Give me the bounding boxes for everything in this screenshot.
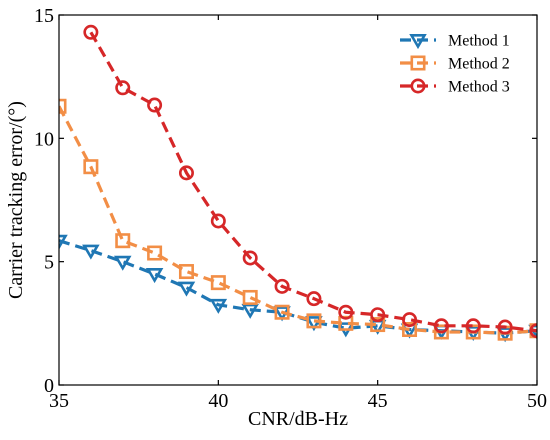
- series-2-point: [370, 317, 386, 333]
- y-tick-label: 5: [44, 252, 54, 274]
- series-1-point: [209, 298, 228, 314]
- series-1-point: [145, 268, 164, 284]
- series-3-point: [210, 213, 226, 229]
- legend-marker: [410, 55, 426, 71]
- series-1-point: [113, 255, 132, 271]
- series-3-point: [402, 312, 418, 328]
- x-tick-label: 35: [49, 390, 69, 412]
- series-2-point: [465, 324, 481, 340]
- series-3-point: [274, 278, 290, 294]
- series-3-point: [115, 80, 131, 96]
- series-3-point: [433, 318, 449, 334]
- legend-label: Method 1: [448, 33, 510, 50]
- series-3-point: [370, 307, 386, 323]
- series-2-point: [306, 313, 322, 329]
- series-2: [59, 98, 537, 341]
- series-1-point: [82, 244, 100, 260]
- series-2-point: [147, 245, 163, 261]
- x-tick-label: 45: [368, 390, 388, 412]
- series-3-point: [178, 165, 194, 181]
- legend-entry: Method 1: [400, 33, 510, 50]
- y-tick-label: 10: [34, 128, 54, 150]
- series-1-point: [305, 316, 323, 332]
- series-2-point: [210, 275, 226, 291]
- legend-label: Method 2: [448, 56, 510, 73]
- series-2-point: [338, 315, 354, 331]
- series-2-point: [433, 324, 449, 340]
- series-3-point: [497, 319, 513, 335]
- legend-entry: Method 2: [400, 55, 510, 73]
- y-tick-label: 0: [44, 375, 54, 397]
- series-3-line: [89, 31, 537, 333]
- y-tick-label: 15: [34, 5, 54, 27]
- axes-frame: [58, 14, 538, 386]
- series-1: [59, 234, 537, 343]
- x-axis-label: CNR/dB-Hz: [248, 408, 348, 430]
- legend-marker: [410, 78, 426, 94]
- series-2-point: [274, 304, 290, 320]
- series-2-point: [83, 159, 99, 175]
- x-tick-label: 40: [208, 390, 228, 412]
- series-2-point: [115, 233, 131, 249]
- plot-border: [58, 14, 538, 386]
- series-3-point: [465, 318, 481, 334]
- series-2-point: [242, 289, 258, 305]
- series-3-point: [242, 250, 258, 266]
- series-1-line: [59, 239, 537, 335]
- series-2-point: [59, 98, 67, 114]
- series-3-point: [83, 24, 99, 40]
- series-3-point: [306, 291, 322, 307]
- y-axis-label: Carrier tracking error/(°): [5, 101, 27, 299]
- legend-entry: Method 3: [400, 79, 510, 96]
- series-2-point: [178, 264, 194, 280]
- series-2-point: [402, 321, 418, 337]
- series-3-point: [338, 304, 354, 320]
- x-tick-label: 50: [527, 390, 547, 412]
- series-2-line: [59, 105, 537, 335]
- series-1-point: [241, 303, 259, 319]
- legend: Method 1 Method 2 Method 3: [400, 33, 510, 96]
- series-3: [83, 24, 537, 339]
- plot-area: [59, 24, 537, 343]
- legend-label: Method 3: [448, 79, 510, 96]
- legend-marker: [409, 34, 427, 50]
- series-3-point: [147, 97, 163, 113]
- axis-ticks: 35 40 45 50 0 5 10 15: [34, 5, 547, 412]
- series-1-point: [177, 281, 196, 297]
